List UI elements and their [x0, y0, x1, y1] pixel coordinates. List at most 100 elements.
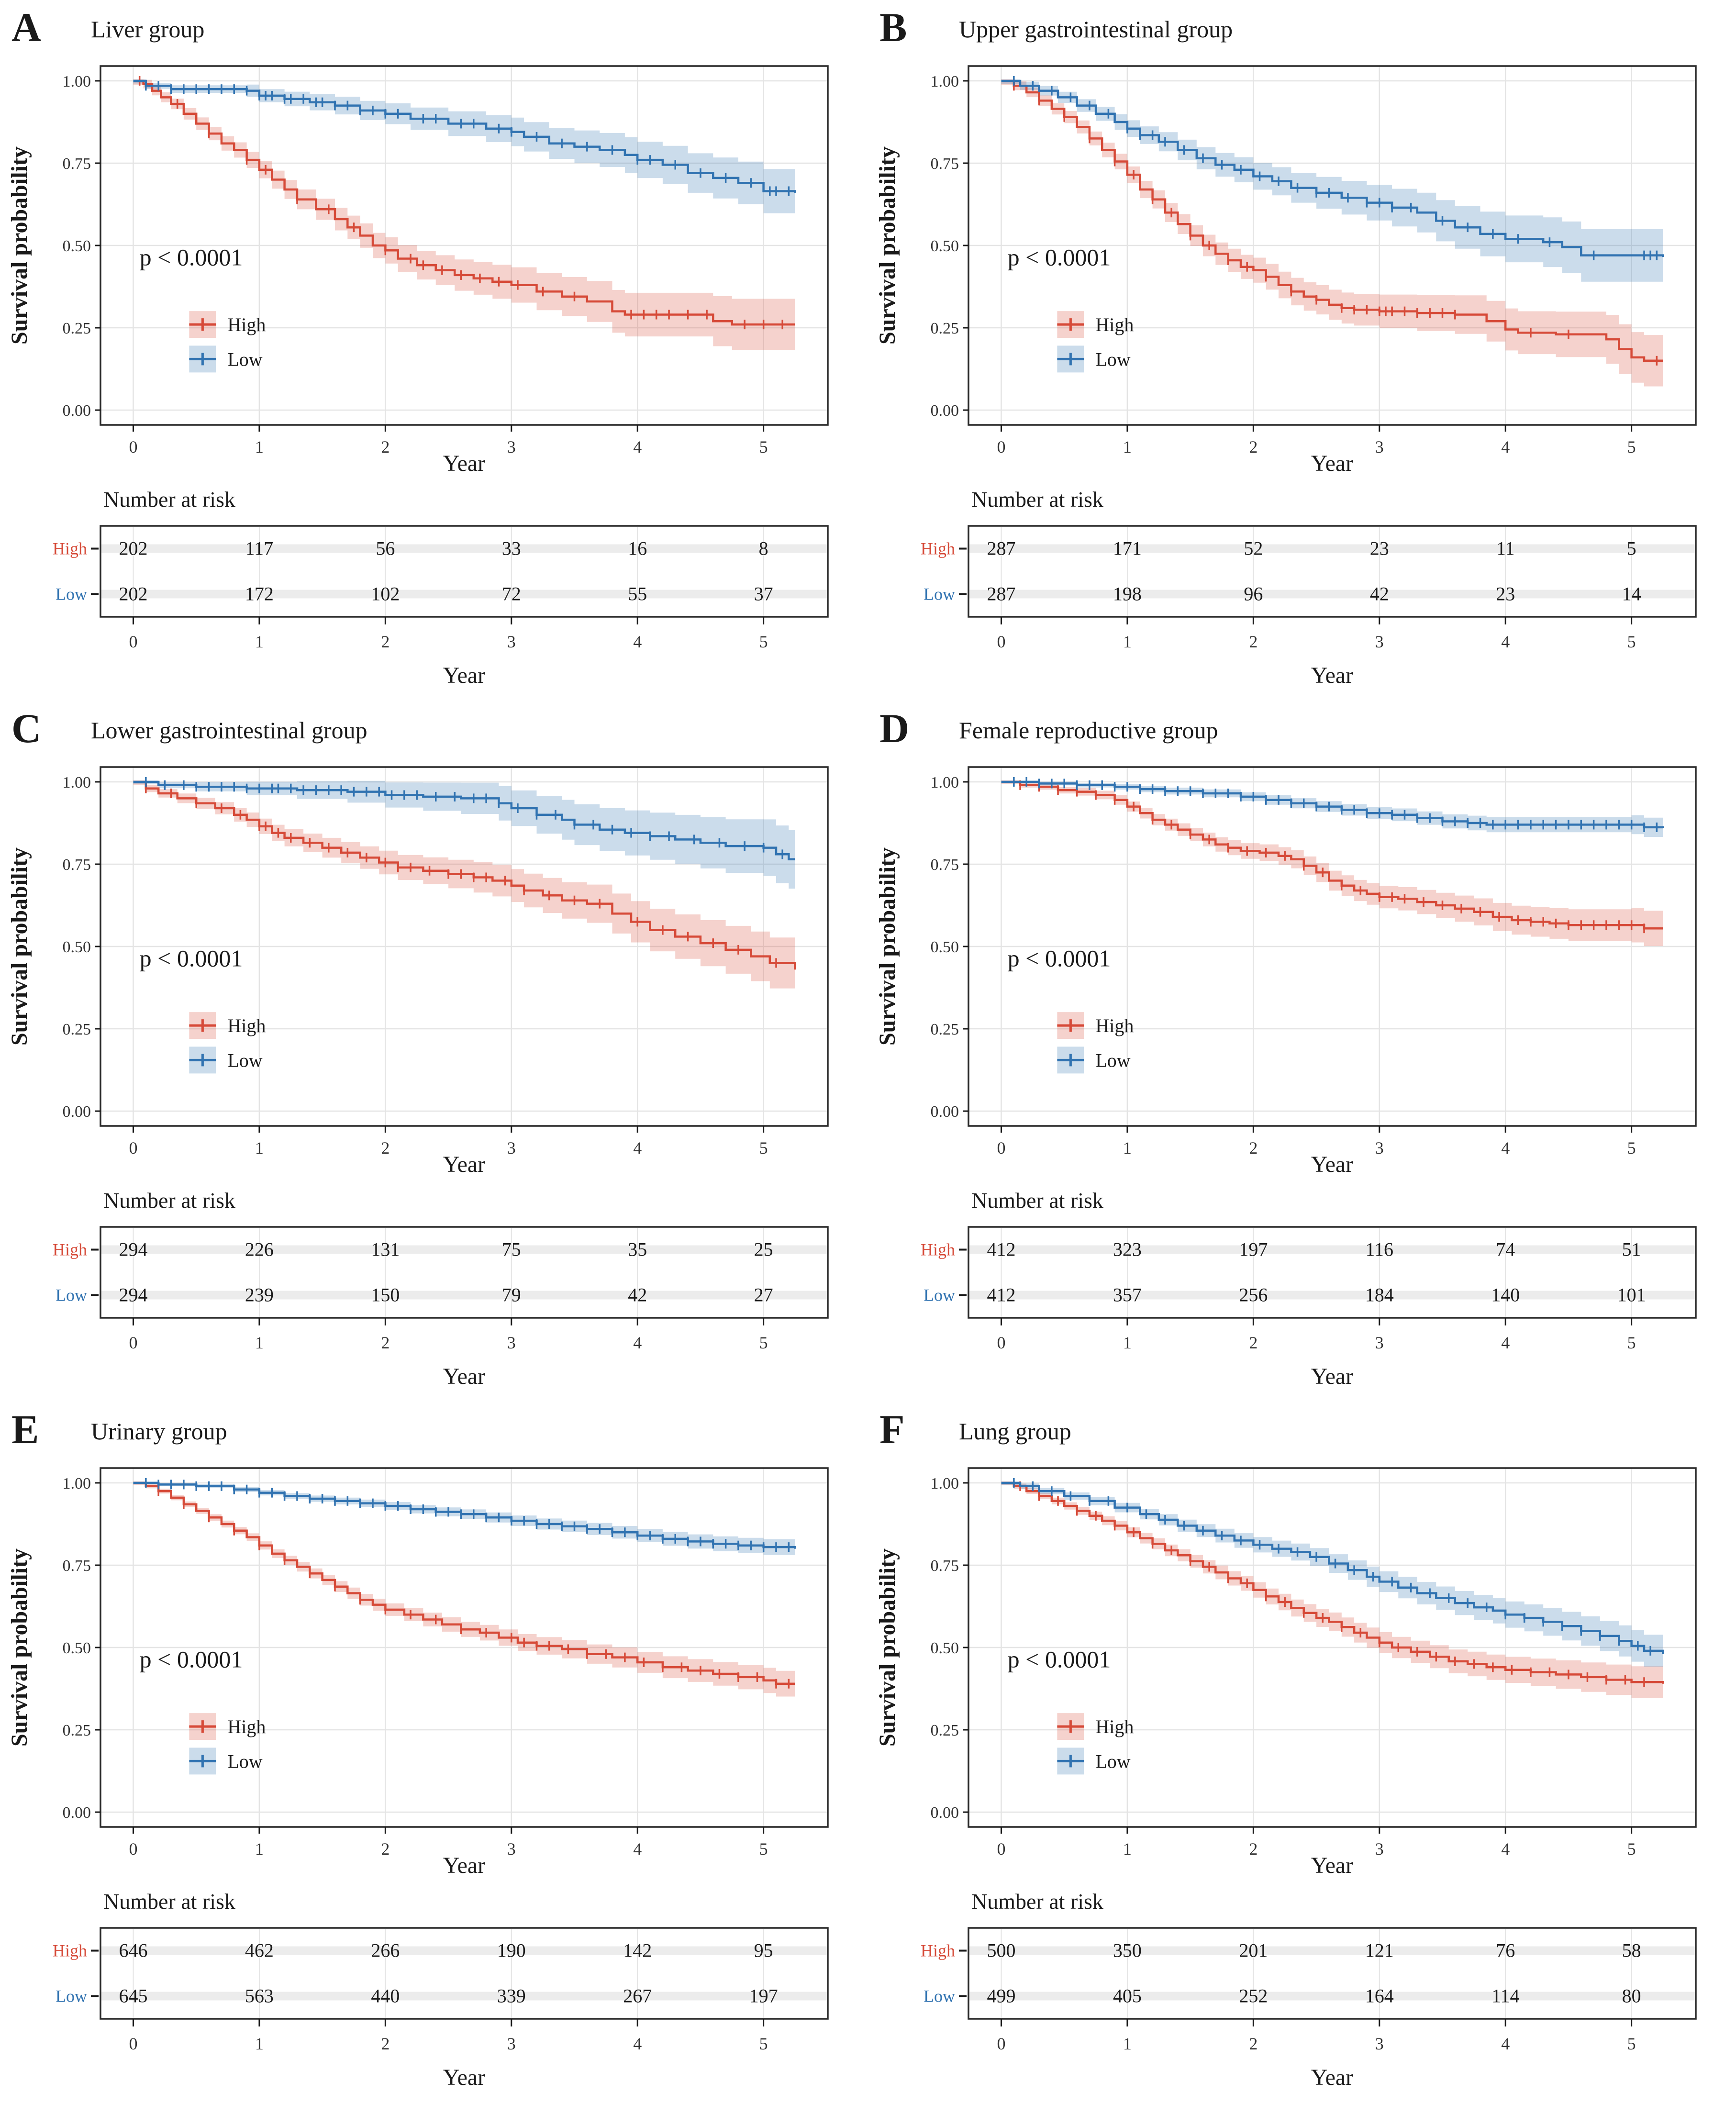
y-axis: 1.00 0.75 0.50 0.25 0.00 — [63, 774, 100, 1121]
row-stripe — [969, 1992, 1695, 2001]
legend-low-label: Low — [227, 1049, 262, 1071]
risk-count: 645 — [119, 1985, 147, 2007]
risk-row-label-high: High — [53, 1941, 87, 1960]
y-tick-label: 0.25 — [63, 320, 91, 337]
panel-header: E Urinary group — [0, 1402, 868, 1458]
survival-curve-low — [1001, 79, 1664, 257]
legend-low-label: Low — [1095, 348, 1130, 370]
risk-count: 323 — [1113, 1239, 1142, 1260]
risk-x-tick-label: 0 — [129, 1333, 137, 1352]
km-plot: 1.00 0.75 0.50 0.25 0.00 0 1 2 3 4 5 Year Survival p… — [868, 1458, 1736, 1882]
risk-x-axis-title: Year — [1311, 2065, 1353, 2090]
y-tick-label: 0.75 — [63, 1557, 91, 1575]
y-tick-label: 1.00 — [63, 774, 91, 791]
y-tick-label: 1.00 — [63, 1475, 91, 1492]
risk-count: 42 — [1370, 583, 1389, 605]
survival-curve-high — [133, 780, 796, 970]
risk-x-tick-label: 4 — [633, 632, 642, 651]
risk-row-label-high: High — [921, 1941, 955, 1960]
x-axis-title: Year — [1311, 451, 1353, 476]
x-tick-label: 1 — [255, 1138, 264, 1158]
legend-high: High — [1057, 1713, 1134, 1740]
risk-count: 266 — [371, 1940, 400, 1961]
censor-ticks-high — [157, 1486, 790, 1689]
risk-count: 287 — [987, 538, 1015, 559]
confidence-band-high — [133, 780, 795, 996]
risk-count: 171 — [1113, 538, 1142, 559]
risk-count: 37 — [754, 583, 773, 605]
censor-ticks-high — [1019, 780, 1645, 934]
panel-letter: A — [11, 4, 42, 50]
legend-low: Low — [189, 1748, 263, 1775]
risk-count: 164 — [1365, 1985, 1394, 2007]
legend-high: High — [1057, 1012, 1134, 1039]
y-tick-label: 0.00 — [931, 1103, 959, 1121]
legend: High Low — [189, 1713, 266, 1775]
panel-title: Upper gastrointestinal group — [959, 16, 1233, 43]
risk-table-box — [100, 1927, 829, 2020]
x-tick-label: 4 — [633, 1138, 642, 1158]
legend-high-label: High — [227, 1716, 266, 1737]
km-plot-svg: 1.00 0.75 0.50 0.25 0.00 0 1 2 3 4 5 Year Survival p… — [875, 766, 1697, 1177]
y-tick-label: 0.25 — [63, 1722, 91, 1739]
y-tick-label: 0.50 — [931, 237, 959, 255]
y-tick-label: 1.00 — [63, 73, 91, 90]
p-value-label: p < 0.0001 — [1008, 945, 1111, 971]
confidence-band-low — [133, 1481, 795, 1557]
x-tick-label: 2 — [1249, 1839, 1257, 1859]
legend-high: High — [189, 311, 266, 338]
y-tick-label: 0.75 — [931, 1557, 959, 1575]
risk-count: 184 — [1365, 1284, 1394, 1306]
x-tick-label: 2 — [1249, 437, 1257, 456]
risk-x-axis-title: Year — [443, 2065, 485, 2090]
panel-lung: F Lung group 1.00 0.75 0.50 0.25 0.00 0 1 2 3 4 5 Y… — [868, 1402, 1736, 2103]
panel-title: Lung group — [959, 1418, 1071, 1445]
x-tick-label: 1 — [1123, 437, 1132, 456]
risk-x-tick-label: 4 — [1501, 632, 1510, 651]
y-axis: 1.00 0.75 0.50 0.25 0.00 — [931, 73, 968, 420]
legend-low: Low — [1057, 1748, 1131, 1775]
risk-count: 197 — [1239, 1239, 1268, 1260]
risk-x-tick-label: 4 — [1501, 2034, 1510, 2053]
risk-count: 23 — [1496, 583, 1515, 605]
y-tick-label: 0.50 — [63, 237, 91, 255]
legend-high-label: High — [1095, 1716, 1134, 1737]
risk-count: 294 — [119, 1239, 147, 1260]
panel-letter: F — [879, 1406, 905, 1452]
risk-table: Number at risk High 202 117 56 33 16 8 Low 202 172… — [0, 480, 868, 691]
y-axis: 1.00 0.75 0.50 0.25 0.00 — [931, 1475, 968, 1822]
survival-curve-high — [1001, 1481, 1664, 1684]
risk-x-tick-label: 3 — [507, 632, 516, 651]
legend-low-label: Low — [227, 348, 262, 370]
legend: High Low — [1057, 1012, 1134, 1074]
risk-count: 52 — [1244, 538, 1263, 559]
confidence-band-low — [1001, 780, 1663, 838]
risk-count: 56 — [376, 538, 395, 559]
risk-count: 16 — [628, 538, 647, 559]
risk-table-header: Number at risk — [103, 1889, 235, 1914]
risk-x-tick-label: 5 — [759, 2034, 768, 2053]
risk-table: Number at risk High 412 323 197 116 74 51 Low 412… — [868, 1181, 1736, 1392]
risk-x-tick-label: 1 — [1123, 1333, 1132, 1352]
y-axis-title: Survival probability — [7, 847, 32, 1046]
risk-x-axis: 0 1 2 3 4 5 — [129, 2019, 768, 2053]
risk-count: 350 — [1113, 1940, 1142, 1961]
survival-curve-high — [1001, 780, 1663, 930]
risk-row-label-low: Low — [924, 585, 955, 604]
y-tick-label: 0.50 — [931, 938, 959, 956]
risk-table-header: Number at risk — [971, 1889, 1103, 1914]
risk-count: 33 — [502, 538, 521, 559]
risk-count: 121 — [1365, 1940, 1394, 1961]
risk-x-axis: 0 1 2 3 4 5 — [997, 1318, 1636, 1352]
risk-x-tick-label: 1 — [255, 1333, 264, 1352]
panel-title: Lower gastrointestinal group — [91, 717, 367, 744]
risk-row-label-low: Low — [924, 1286, 955, 1305]
risk-count: 499 — [987, 1985, 1015, 2007]
risk-row-label-high: High — [921, 1240, 955, 1259]
x-tick-label: 5 — [1627, 437, 1636, 456]
risk-count: 287 — [987, 583, 1015, 605]
x-tick-label: 2 — [381, 1839, 389, 1859]
legend-high-label: High — [227, 314, 266, 335]
risk-x-tick-label: 0 — [129, 2034, 137, 2053]
risk-count: 35 — [628, 1239, 647, 1260]
